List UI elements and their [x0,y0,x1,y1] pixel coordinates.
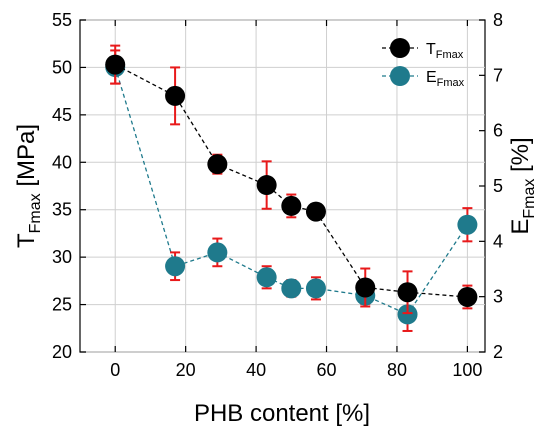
legend-label: TFmax [426,41,464,61]
legend-label-base: E [426,69,437,86]
data-point-t [165,85,186,106]
data-point-t [207,154,228,175]
data-point-e [256,267,277,288]
data-point-e [165,256,186,277]
data-point-e [397,304,418,325]
data-point-t [256,175,277,196]
y-axis-left-label-base: T [13,233,40,248]
grid [80,19,485,353]
y-left-tick-label: 50 [52,57,72,77]
legend-marker [390,38,410,58]
legend-label-sub: Fmax [437,77,465,89]
data-point-e [281,278,302,299]
plot-area [79,19,486,353]
data-point-t [305,201,326,222]
y-right-tick-label: 5 [493,176,503,196]
y-axis-left-label: TFmax [MPa] [13,124,44,248]
y-left-tick-label: 40 [52,152,72,172]
data-point-e [305,278,326,299]
y-right-tick-label: 7 [493,65,503,85]
y-right-tick-label: 8 [493,10,503,30]
y-left-tick-label: 45 [52,105,72,125]
y-left-tick-label: 55 [52,10,72,30]
data-point-t [281,195,302,216]
y-right-tick-label: 6 [493,121,503,141]
y-left-tick-label: 30 [52,247,72,267]
x-tick-label: 0 [110,360,120,380]
x-tick-label: 80 [387,360,407,380]
x-tick-label: 60 [317,360,337,380]
data-point-t [457,286,478,307]
data-point-t [105,54,126,75]
y-axis-right-label-sub: Fmax [521,179,538,219]
y-axis-left-label-unit: [MPa] [13,124,40,193]
data-point-e [457,214,478,235]
y-axis-right-label-base: E [507,219,534,235]
legend-label-sub: Fmax [436,49,464,61]
x-tick-label: 40 [246,360,266,380]
y-left-tick-label: 35 [52,200,72,220]
y-left-tick-label: 20 [52,342,72,362]
y-axis-left-label-sub: Fmax [27,193,44,233]
x-tick-label: 100 [452,360,482,380]
x-axis-label: PHB content [%] [194,400,370,427]
legend-marker [390,66,410,86]
x-tick-label: 20 [176,360,196,380]
data-point-e [207,242,228,263]
data-point-t [355,277,376,298]
y-right-tick-label: 4 [493,231,503,251]
series [105,44,478,332]
y-right-tick-label: 3 [493,287,503,307]
data-point-t [397,282,418,303]
y-axis-right-label: EFmax [%] [507,137,538,234]
y-left-tick-label: 25 [52,295,72,315]
legend-label: EFmax [426,69,465,89]
y-right-tick-label: 2 [493,342,503,362]
y-axis-right-label-unit: [%] [507,137,534,178]
legend-label-base: T [426,41,436,58]
